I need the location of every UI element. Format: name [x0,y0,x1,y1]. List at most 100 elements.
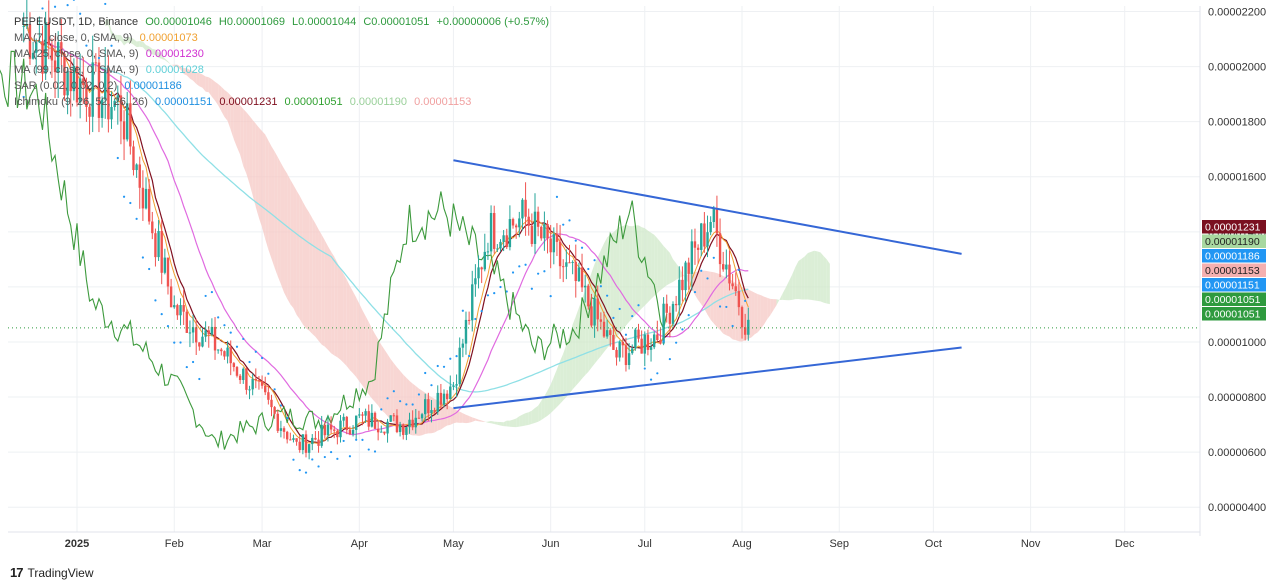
candle-body [395,415,399,433]
cloud-segment [773,299,777,311]
candle-body [226,347,229,357]
ma99-value: 0.00001028 [145,64,204,76]
candle-body [502,235,505,242]
cloud-segment [676,263,680,280]
sar-dot [442,365,446,368]
sar-dot [336,457,339,460]
candle-body [144,188,148,209]
cloud-segment [142,41,147,51]
sar-dot [725,305,728,309]
candle-body [126,103,129,140]
candle-body [289,439,292,441]
candle-body [260,380,264,386]
ichimoku-legend[interactable]: Ichimoku (9, 26, 52, 26, 26) 0.00001151 … [14,94,553,110]
sar-dot [499,285,502,289]
candle-body [665,303,668,313]
candle-body [414,417,417,428]
sar-legend[interactable]: SAR (0.02, 0.02, 0.2) 0.00001186 [14,78,553,94]
cloud-segment [610,232,614,345]
sar-dot [518,265,521,268]
ma99-legend[interactable]: MA (99, close, 0, SMA, 9) 0.00001028 [14,62,553,78]
ma7-legend[interactable]: MA (7, close, 0, SMA, 9) 0.00001073 [14,30,553,46]
candle-body [536,211,540,227]
trendline-lower[interactable] [453,346,962,410]
sar-dot [348,455,352,458]
cloud-segment [186,68,190,79]
candle-body [662,303,665,344]
cloud-segment [356,297,360,382]
candle-body [552,234,556,253]
sar-dot [461,309,464,312]
sar-dot [530,287,533,290]
candle-body [656,334,659,341]
candle-body [97,62,101,118]
y-tick-label: 0.00001600 [1208,172,1266,184]
cloud-segment [478,419,482,422]
sar-dot [179,341,182,344]
candle-body [442,393,446,405]
candle-body [461,343,465,348]
candle-body [587,285,590,307]
candle-body [499,241,502,249]
candle-body [464,319,468,344]
candle-body [191,327,195,333]
candle-body [198,342,201,347]
cloud-segment [701,270,705,309]
tradingview-logo[interactable]: 17 TradingView [10,565,94,580]
ichimoku-value-4: 0.00001190 [349,96,408,108]
cloud-segment [390,359,394,424]
candle-body [179,305,182,316]
x-tick-label: Dec [1115,538,1135,550]
candle-body [684,262,687,291]
sar-dot [543,270,546,273]
candle-body [602,321,606,337]
candle-body [631,348,634,354]
candle-body [734,286,737,292]
candle-body [715,208,719,234]
candle-body [138,164,141,188]
cloud-segment [572,316,576,390]
candle-body [458,347,461,385]
cloud-segment [632,225,636,319]
candle-body [188,332,192,334]
ichimoku-value-3: 0.00001051 [284,96,343,108]
trendline-upper[interactable] [453,159,962,255]
x-tick-label: 2025 [65,538,89,550]
sar-dot [129,201,132,205]
candle-body [402,424,405,435]
candle-body [521,199,524,219]
sar-dot [267,372,270,375]
candle-body [728,264,731,284]
candle-body [367,411,370,427]
ma25-legend[interactable]: MA (25, close, 0, SMA, 9) 0.00001230 [14,46,553,62]
cloud-segment [403,374,407,434]
sar-dot [624,333,628,336]
sar-dot [574,239,577,242]
cloud-segment [525,412,529,426]
cloud-segment [105,19,109,26]
candle-body [242,368,245,381]
candle-body [571,261,574,263]
candle-body [646,334,650,350]
cloud-segment [566,335,570,398]
sar-dot [141,256,144,259]
sar-dot [122,195,126,198]
cloud-segment [371,328,376,403]
cloud-segment [823,256,827,304]
sar-dot [486,294,490,297]
candle-body [160,231,163,273]
ma99-label: MA (99, close, 0, SMA, 9) [14,64,139,76]
cloud-segment [359,303,363,386]
candle-body [104,69,107,100]
cloud-segment [763,296,768,325]
sar-dot [612,316,615,319]
candle-body [195,327,198,343]
candle-body [326,424,330,436]
cloud-segment [343,274,347,367]
candle-body [166,257,170,287]
high-value: H0.00001069 [218,16,285,28]
sar-dot [229,331,232,334]
price-tag-label: 0.00001151 [1205,280,1260,292]
cloud-segment [183,68,187,76]
